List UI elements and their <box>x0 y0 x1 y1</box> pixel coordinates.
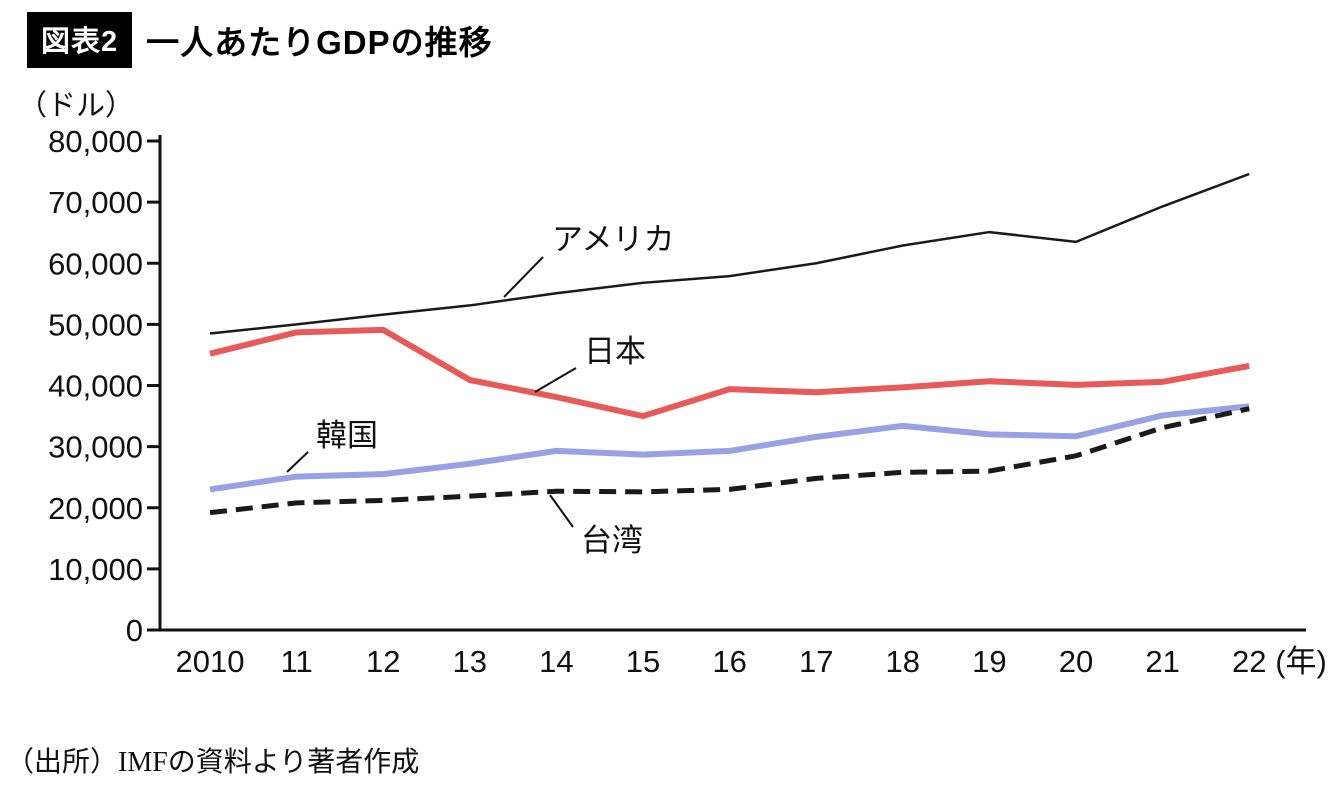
x-tick-label: 20 <box>1059 644 1093 679</box>
japan-line <box>209 326 1250 420</box>
x-tick-label: 16 <box>712 644 746 679</box>
source-note: （出所）IMFの資料より著者作成 <box>6 747 420 778</box>
chart-header: 図表2 一人あたりGDPの推移 <box>27 12 493 68</box>
y-tick-label: 0 <box>126 613 143 648</box>
usa-label-leader-line <box>503 256 544 298</box>
y-tick-label: 30,000 <box>48 430 143 465</box>
korea-line <box>209 403 1250 493</box>
x-tick-label: 2010 <box>176 644 245 679</box>
x-tick-label: 21 <box>1145 644 1179 679</box>
page-title: 一人あたりGDPの推移 <box>146 24 493 61</box>
japan-label-leader-line <box>534 367 577 393</box>
y-tick-label: 60,000 <box>48 246 143 281</box>
x-tick-label: 19 <box>972 644 1006 679</box>
x-tick-label: 15 <box>626 644 660 679</box>
y-axis-unit-label: （ドル） <box>18 90 135 122</box>
usa-line <box>209 172 1250 335</box>
x-tick-label: 18 <box>886 644 920 679</box>
usa-series-label: アメリカ <box>552 222 674 257</box>
x-tick-label: 22 <box>1232 644 1266 679</box>
y-tick-label: 80,000 <box>48 124 143 159</box>
taiwan-label-leader-line <box>549 494 574 528</box>
x-tick-label: 17 <box>799 644 833 679</box>
x-tick-label: 14 <box>539 644 573 679</box>
taiwan-series-label: 台湾 <box>581 523 643 558</box>
y-tick-label: 20,000 <box>48 491 143 526</box>
korea-series-label: 韓国 <box>316 418 378 453</box>
y-tick-label: 50,000 <box>48 307 143 342</box>
taiwan-line <box>209 406 1250 516</box>
korea-label-leader-line <box>286 451 309 473</box>
x-tick-label: 11 <box>281 644 313 679</box>
japan-series-label: 日本 <box>584 334 646 369</box>
y-tick-label: 70,000 <box>48 185 143 220</box>
figure-tag: 図表2 <box>27 12 133 68</box>
x-tick-label: 12 <box>366 644 400 679</box>
y-tick-label: 10,000 <box>48 552 143 587</box>
x-tick-label: 13 <box>453 644 487 679</box>
y-tick-label: 40,000 <box>48 369 143 404</box>
x-axis-unit-label: (年) <box>1275 644 1327 679</box>
